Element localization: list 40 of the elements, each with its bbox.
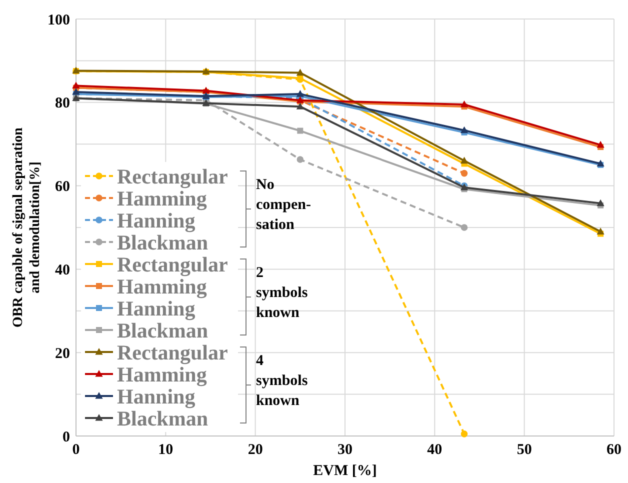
legend-label: Hanning [117, 208, 196, 232]
point [596, 199, 604, 206]
y-tick-label: 20 [55, 346, 70, 362]
point [460, 430, 468, 438]
point [460, 170, 468, 177]
y-tick-label: 100 [48, 12, 70, 28]
x-tick-label: 10 [158, 442, 174, 458]
y-tick-label: 40 [55, 262, 70, 278]
x-axis-title: EVM [%] [313, 463, 377, 479]
point [460, 156, 468, 164]
x-tick-label: 30 [338, 442, 352, 458]
point [596, 228, 604, 234]
point [296, 68, 304, 76]
point [296, 102, 304, 110]
point [296, 90, 304, 97]
legend-label: Rectangular [117, 164, 228, 188]
point [72, 88, 80, 95]
y-axis-title: OBR capable of signal separation and demodulation[%] [11, 127, 43, 328]
point [460, 126, 468, 134]
y-tick-label: 60 [55, 179, 70, 196]
x-tick-label: 0 [72, 442, 80, 458]
x-tick-label: 20 [248, 442, 263, 458]
legend-label: Hanning [117, 384, 196, 408]
legend-label: Rectangular [117, 252, 228, 276]
x-tick-label: 50 [516, 442, 532, 458]
legend-label: Hanning [117, 296, 196, 320]
x-tick-label: 40 [427, 442, 442, 458]
point [72, 82, 80, 89]
x-tick-label: 60 [606, 442, 622, 458]
legend-label: Rectangular [117, 340, 228, 364]
y-tick-label: 80 [55, 96, 70, 112]
point [596, 140, 604, 148]
point [297, 128, 304, 134]
annotation: 4 symbols known [256, 353, 308, 409]
annotation: 2 symbols known [256, 265, 308, 321]
point [460, 100, 468, 108]
annotation: No compen-sation [256, 177, 311, 233]
point [296, 156, 304, 163]
point [460, 224, 468, 231]
y-tick-label: 0 [62, 429, 70, 446]
